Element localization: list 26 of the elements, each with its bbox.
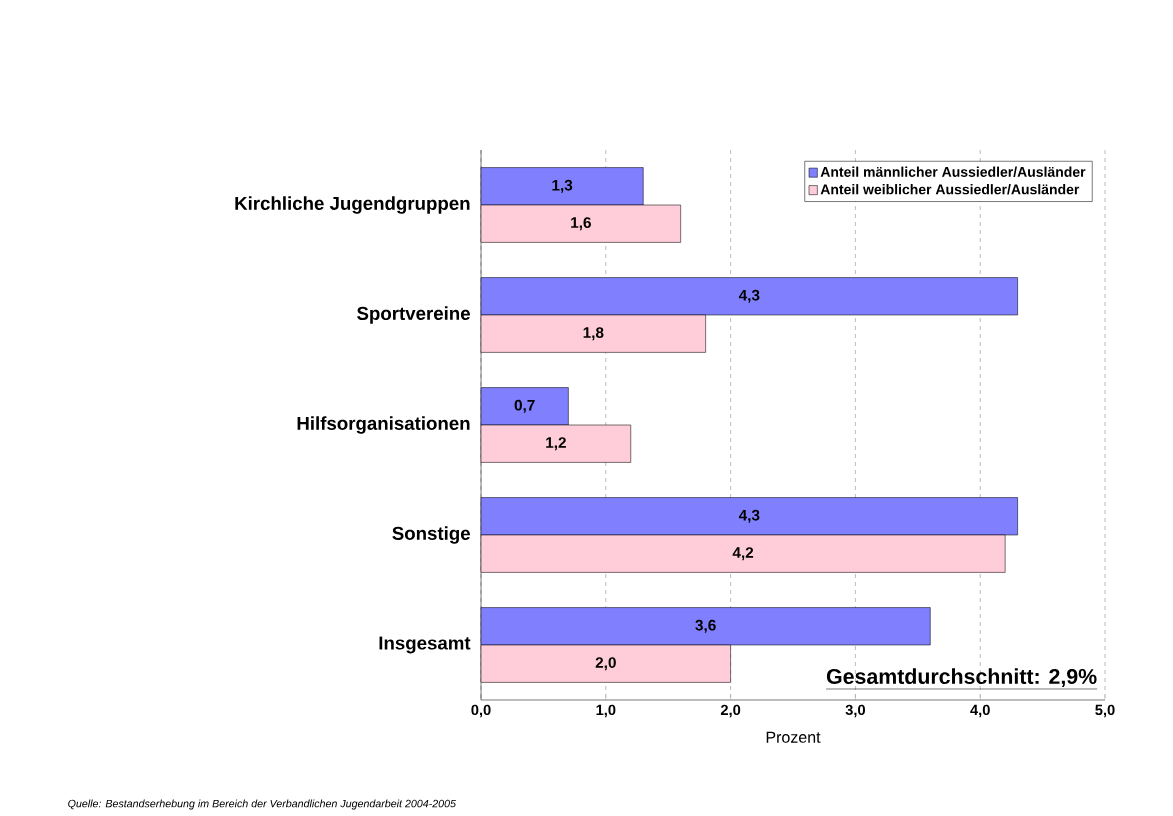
- data-label: 0,7: [514, 399, 535, 413]
- data-label: 1,2: [546, 437, 566, 451]
- x-tick-label: 1,0: [596, 704, 616, 718]
- x-tick-label: 0,0: [471, 704, 491, 718]
- x-tick-label: 3,0: [845, 704, 865, 718]
- y-tick-label: Insgesamt: [379, 636, 471, 654]
- source-note: Quelle: Bestandserhebung im Bereich der Verbandlichen Jugendarbeit 2004-2005: [68, 799, 456, 810]
- legend-label: Anteil weiblicher Aussiedler/Ausländer: [820, 184, 1080, 195]
- x-tick-label: 2,0: [720, 704, 741, 718]
- y-tick-label: Sportvereine: [357, 306, 470, 324]
- data-label: 1,8: [583, 327, 604, 341]
- data-label: 1,6: [571, 217, 591, 231]
- x-axis-title: Prozent: [766, 731, 821, 743]
- x-tick-label: 4,0: [970, 704, 990, 718]
- data-label: 2,0: [595, 657, 616, 671]
- legend-label: Anteil männlicher Aussiedler/Ausländer: [820, 166, 1086, 178]
- y-tick-label: Hilfsorganisationen: [297, 416, 470, 434]
- x-tick-label: 5,0: [1095, 704, 1115, 718]
- y-tick-label: Sonstige: [392, 526, 470, 544]
- data-label: 4,3: [738, 509, 760, 523]
- annotation: Gesamtdurchschnitt: 2,9%: [826, 668, 1097, 688]
- data-label: 3,6: [695, 619, 716, 633]
- data-label: 1,3: [552, 179, 573, 193]
- data-label: 4,2: [732, 547, 754, 561]
- y-tick-label: Kirchliche Jugendgruppen: [235, 196, 470, 214]
- data-label: 4,3: [738, 289, 760, 303]
